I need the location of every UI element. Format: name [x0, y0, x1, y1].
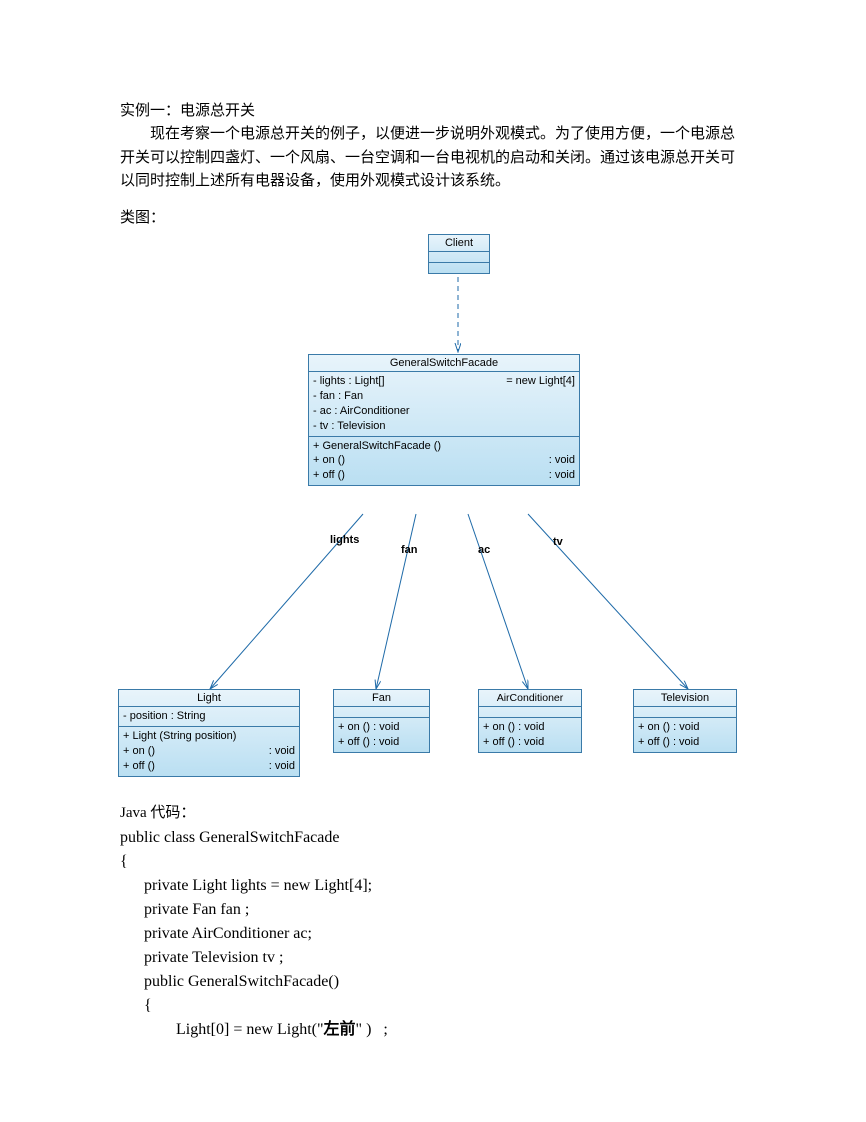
uml-client-title: Client [429, 235, 489, 252]
code-text: " ) ; [356, 1021, 388, 1038]
uml-fan-methods: + on () : void + off () : void [334, 718, 429, 752]
java-code-label: Java 代码： [120, 802, 746, 825]
uml-text: + off () : void [483, 735, 577, 750]
uml-text: + on () [123, 744, 155, 759]
uml-facade-methods: + GeneralSwitchFacade () + on () : void … [309, 437, 579, 486]
uml-text: : void [269, 759, 295, 774]
code-line: private Television tv ; [120, 946, 746, 970]
code-line: public GeneralSwitchFacade() [120, 970, 746, 994]
uml-facade: GeneralSwitchFacade - lights : Light[] =… [308, 354, 580, 486]
uml-text: + off () [313, 468, 345, 483]
uml-empty [334, 707, 429, 718]
uml-fan-title: Fan [334, 690, 429, 707]
uml-ac-title: AirConditioner [479, 690, 581, 707]
uml-empty [634, 707, 736, 718]
code-line: Light[0] = new Light("左前" ) ; [120, 1018, 746, 1042]
edge-label-lights: lights [330, 534, 359, 546]
code-line: private Fan fan ; [120, 898, 746, 922]
uml-text: + off () : void [338, 735, 425, 750]
uml-text: + on () : void [638, 720, 732, 735]
uml-text: - position : String [123, 709, 295, 724]
uml-ac-methods: + on () : void + off () : void [479, 718, 581, 752]
uml-text: + on () : void [483, 720, 577, 735]
uml-tv-title: Television [634, 690, 736, 707]
document-page: 实例一：电源总开关 现在考察一个电源总开关的例子，以便进一步说明外观模式。为了使… [0, 0, 866, 1102]
edge-label-fan: fan [401, 544, 418, 556]
uml-facade-title: GeneralSwitchFacade [309, 355, 579, 372]
uml-text: + GeneralSwitchFacade () [313, 439, 575, 454]
uml-text: - ac : AirConditioner [313, 404, 575, 419]
uml-light-methods: + Light (String position) + on () : void… [119, 727, 299, 776]
uml-text: = new Light[4] [506, 374, 575, 389]
uml-text: + on () : void [338, 720, 425, 735]
code-block: public class GeneralSwitchFacade { priva… [120, 826, 746, 1042]
uml-text: + on () [313, 453, 345, 468]
uml-text: + off () [123, 759, 155, 774]
code-line: private Light lights = new Light[4]; [120, 874, 746, 898]
uml-text: : void [549, 453, 575, 468]
uml-text: + off () : void [638, 735, 732, 750]
uml-client: Client [428, 234, 490, 274]
uml-tv-methods: + on () : void + off () : void [634, 718, 736, 752]
uml-text: : void [269, 744, 295, 759]
edge-label-tv: tv [553, 536, 563, 548]
uml-diagram: Client GeneralSwitchFacade - lights : Li… [118, 234, 748, 794]
uml-facade-attrs: - lights : Light[] = new Light[4] - fan … [309, 372, 579, 436]
uml-ac: AirConditioner + on () : void + off () :… [478, 689, 582, 753]
code-text: Light[0] = new Light(" [120, 1021, 324, 1038]
uml-text: - fan : Fan [313, 389, 575, 404]
uml-light-attrs: - position : String [119, 707, 299, 727]
uml-text: : void [549, 468, 575, 483]
edge-label-ac: ac [478, 544, 490, 556]
code-line: { [120, 850, 746, 874]
uml-fan: Fan + on () : void + off () : void [333, 689, 430, 753]
code-bold-cn: 左前 [324, 1021, 356, 1038]
code-line: private AirConditioner ac; [120, 922, 746, 946]
code-line: { [120, 994, 746, 1018]
uml-empty [429, 252, 489, 263]
uml-tv: Television + on () : void + off () : voi… [633, 689, 737, 753]
uml-light: Light - position : String + Light (Strin… [118, 689, 300, 776]
class-diagram-label: 类图： [120, 207, 746, 230]
example-title: 实例一：电源总开关 [120, 100, 746, 123]
uml-text: + Light (String position) [123, 729, 295, 744]
code-line: public class GeneralSwitchFacade [120, 826, 746, 850]
uml-empty [479, 707, 581, 718]
intro-paragraph: 现在考察一个电源总开关的例子，以便进一步说明外观模式。为了使用方便，一个电源总开… [120, 123, 746, 193]
uml-light-title: Light [119, 690, 299, 707]
uml-text: - tv : Television [313, 419, 575, 434]
uml-text: - lights : Light[] [313, 374, 385, 389]
uml-empty [429, 263, 489, 273]
